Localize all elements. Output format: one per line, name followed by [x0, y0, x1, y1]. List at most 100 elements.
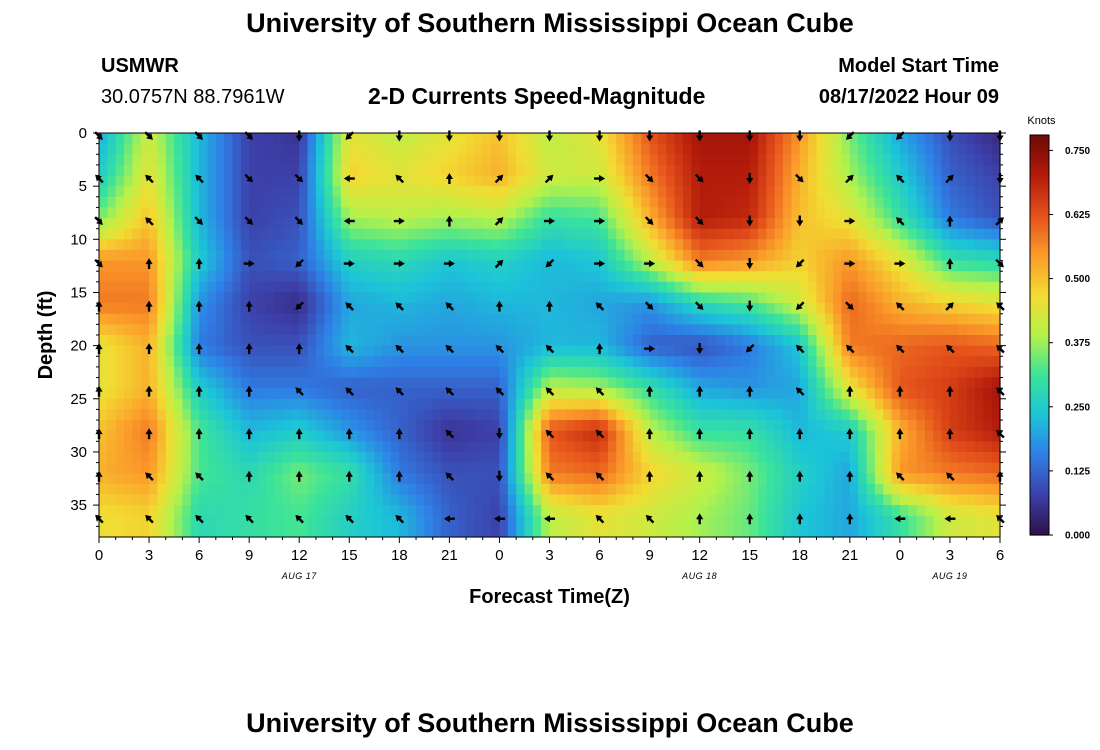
heatmap-cell — [749, 356, 759, 368]
current-vector-arrow — [445, 387, 455, 396]
heatmap-cell — [474, 313, 484, 325]
heatmap-cell — [816, 143, 826, 155]
heatmap-cell — [140, 239, 150, 251]
heatmap-cell — [257, 249, 267, 262]
heatmap-cell — [532, 207, 542, 219]
heatmap-cell — [799, 324, 809, 336]
heatmap-cell — [874, 303, 884, 315]
heatmap-cell — [566, 313, 576, 325]
heatmap-cell — [708, 441, 717, 453]
heatmap-cell — [941, 398, 951, 411]
heatmap-cell — [574, 303, 584, 315]
heatmap-cell — [157, 515, 167, 527]
heatmap-cell — [991, 462, 1001, 474]
heatmap-cell — [357, 175, 367, 187]
heatmap-cell — [407, 356, 417, 368]
heatmap-cell — [407, 345, 417, 357]
heatmap-cell — [215, 515, 225, 527]
heatmap-cell — [449, 260, 459, 272]
heatmap-cell — [240, 218, 250, 230]
heatmap-cell — [265, 388, 275, 400]
heatmap-cell — [549, 505, 559, 517]
heatmap-cell — [207, 494, 217, 506]
heatmap-cell — [607, 377, 617, 389]
heatmap-cell — [641, 366, 651, 379]
heatmap-cell — [99, 420, 108, 432]
heatmap-cell — [441, 271, 450, 283]
heatmap-cell — [758, 175, 767, 187]
heatmap-cell — [674, 303, 684, 315]
heatmap-cell — [691, 451, 701, 464]
heatmap-cell — [891, 494, 901, 506]
heatmap-cell — [182, 218, 192, 230]
heatmap-cell — [724, 345, 734, 357]
heatmap-cell — [582, 366, 592, 379]
heatmap-cell — [716, 356, 726, 368]
heatmap-cell — [733, 462, 742, 474]
heatmap-cell — [474, 324, 484, 336]
heatmap-cell — [307, 228, 317, 240]
heatmap-cell — [274, 313, 284, 325]
heatmap-cell — [357, 324, 367, 336]
heatmap-cell — [357, 218, 367, 230]
current-vector-arrow — [594, 217, 606, 225]
heatmap-cell — [507, 377, 517, 389]
heatmap-cell — [866, 483, 876, 496]
arrow-head — [795, 260, 803, 268]
heatmap-cell — [466, 398, 476, 411]
heatmap-cell — [149, 505, 158, 517]
heatmap-cell — [157, 324, 167, 336]
heatmap-cell — [482, 324, 492, 336]
heatmap-cell — [474, 335, 484, 347]
heatmap-cell — [783, 515, 793, 527]
heatmap-cell — [733, 430, 742, 442]
heatmap-cell — [407, 164, 417, 177]
heatmap-cell — [532, 164, 542, 177]
heatmap-cell — [491, 398, 501, 411]
heatmap-cell — [282, 335, 292, 347]
heatmap-cell — [107, 441, 117, 453]
heatmap-cell — [140, 494, 150, 506]
heatmap-cell — [566, 281, 576, 294]
arrow-head — [696, 348, 704, 355]
heatmap-cell — [274, 249, 284, 262]
current-vector-arrow — [443, 259, 455, 268]
heatmap-cell — [407, 324, 417, 336]
arrow-head — [896, 344, 903, 352]
heatmap-cell — [132, 186, 142, 198]
arrow-head — [195, 472, 203, 480]
heatmap-cell — [916, 164, 926, 177]
heatmap-cell — [899, 441, 909, 453]
heatmap-cell — [541, 239, 551, 251]
heatmap-cell — [482, 441, 492, 453]
heatmap-cell — [374, 143, 384, 155]
heatmap-cell — [591, 377, 601, 389]
heatmap-cell — [349, 196, 359, 209]
heatmap-cell — [174, 377, 184, 389]
heatmap-cell — [991, 483, 1001, 496]
heatmap-cell — [682, 473, 692, 485]
arrow-head — [896, 385, 904, 392]
current-vector-arrow — [896, 385, 904, 397]
heatmap-cell — [182, 303, 192, 315]
heatmap-cell — [899, 228, 909, 240]
heatmap-cell — [674, 345, 684, 357]
heatmap-cell — [149, 164, 158, 177]
heatmap-cell — [557, 345, 567, 357]
heatmap-cell — [883, 515, 893, 527]
heatmap-cell — [524, 207, 534, 219]
heatmap-cell — [449, 505, 459, 517]
heatmap-cell — [441, 196, 450, 209]
heatmap-cell — [883, 281, 893, 294]
heatmap-cell — [190, 196, 200, 209]
heatmap-cell — [983, 143, 993, 155]
heatmap-cell — [974, 154, 984, 166]
heatmap-cell — [541, 388, 551, 400]
heatmap-cell — [457, 483, 467, 496]
heatmap-cell — [524, 335, 534, 347]
heatmap-cell — [833, 164, 843, 177]
heatmap-cell — [132, 239, 142, 251]
heatmap-cell — [357, 271, 367, 283]
heatmap-cell — [466, 462, 476, 474]
heatmap-cell — [474, 271, 484, 283]
